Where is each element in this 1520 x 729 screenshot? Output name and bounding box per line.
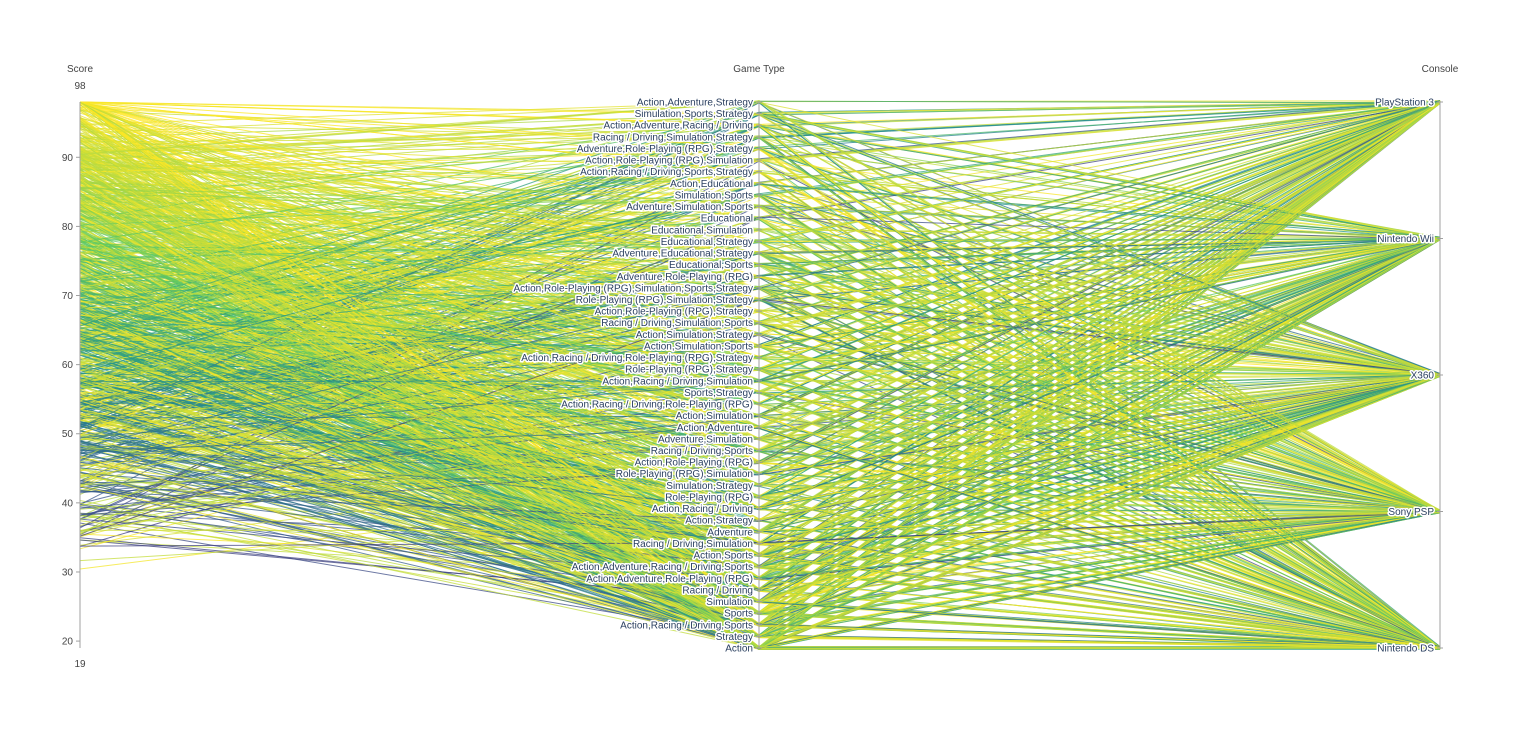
type-category-label: Racing / Driving,Simulation,Sports <box>601 318 753 329</box>
type-category-label: Strategy <box>716 632 753 643</box>
type-category-label: Adventure,Educational,Strategy <box>612 249 753 260</box>
type-category-label: Action,Adventure,Role-Playing (RPG) <box>586 574 753 585</box>
type-category-label: Action,Educational <box>670 179 753 190</box>
type-category-label: Action,Adventure,Racing / Driving,Sports <box>572 562 753 573</box>
type-category-label: Simulation,Sports,Strategy <box>635 109 753 120</box>
type-category-label: Action,Racing / Driving,Simulation <box>602 376 753 387</box>
type-category-label: Adventure,Simulation,Sports <box>626 202 753 213</box>
type-category-label: Action,Racing / Driving,Sports <box>620 620 753 631</box>
axis-title-2[interactable]: Console <box>1422 64 1459 75</box>
type-category-label: Action,Simulation,Strategy <box>636 330 753 341</box>
type-category-label: Sports <box>724 609 753 620</box>
type-category-label: Simulation,Sports <box>675 190 753 201</box>
type-category-label: Role-Playing (RPG) <box>665 492 753 503</box>
type-category-label: Action,Role-Playing (RPG) <box>635 458 753 469</box>
axis-title-1[interactable]: Game Type <box>733 64 785 75</box>
type-category-label: Adventure,Role-Playing (RPG),Strategy <box>577 144 753 155</box>
type-category-label: Educational,Simulation <box>651 225 753 236</box>
console-category-label: Sony PSP <box>1388 507 1434 518</box>
axis-title-0[interactable]: Score <box>67 64 94 75</box>
type-category-label: Role-Playing (RPG),Simulation <box>616 469 753 480</box>
type-category-label: Educational,Strategy <box>661 237 753 248</box>
console-category-label: Nintendo DS <box>1377 644 1434 655</box>
type-category-label: Simulation,Strategy <box>666 481 753 492</box>
score-tick-label: 70 <box>62 291 74 302</box>
type-category-label: Racing / Driving,Sports <box>651 446 753 457</box>
polyline <box>79 100 1441 512</box>
type-category-label: Adventure,Simulation <box>658 434 753 445</box>
score-tick-label: 40 <box>62 498 74 509</box>
score-tick-label: 20 <box>62 637 74 648</box>
type-category-label: Action,Adventure,Racing / Driving <box>603 121 753 132</box>
console-category-label: X360 <box>1411 371 1435 382</box>
type-category-label: Action,Racing / Driving <box>652 504 753 515</box>
type-category-label: Action,Simulation,Sports <box>644 341 753 352</box>
type-category-label: Racing / Driving,Simulation,Strategy <box>593 132 753 143</box>
console-category-label: Nintendo Wii <box>1377 234 1434 245</box>
type-category-label: Role-Playing (RPG),Strategy <box>625 365 753 376</box>
axes-layer: Score Game Type Console 20 30 40 50 60 70 80 90 98 1… <box>62 64 1459 670</box>
score-tick-label: 50 <box>62 429 74 440</box>
type-category-label: Sports,Strategy <box>684 388 753 399</box>
score-tick-label: 30 <box>62 567 74 578</box>
type-category-label: Action <box>725 644 753 655</box>
polylines-layer <box>79 100 1441 651</box>
score-tick-label: 80 <box>62 222 74 233</box>
type-category-label: Action,Sports <box>694 551 753 562</box>
score-range-min-label: 19 <box>74 659 86 670</box>
type-category-label: Action,Adventure <box>677 423 754 434</box>
type-category-label: Racing / Driving <box>682 585 753 596</box>
type-category-label: Action,Racing / Driving,Role-Playing (RP… <box>561 400 753 411</box>
type-category-label: Action,Role-Playing (RPG),Simulation,Spo… <box>513 283 753 294</box>
type-category-label: Action,Role-Playing (RPG),Strategy <box>595 307 753 318</box>
score-tick-label: 60 <box>62 360 74 371</box>
type-category-label: Educational,Sports <box>669 260 753 271</box>
type-category-label: Racing / Driving,Simulation <box>633 539 753 550</box>
type-category-label: Educational <box>701 214 753 225</box>
type-category-label: Action,Adventure,Strategy <box>637 98 753 109</box>
type-category-label: Action,Racing / Driving,Sports,Strategy <box>580 167 753 178</box>
type-category-label: Action,Role-Playing (RPG),Simulation <box>585 156 753 167</box>
type-category-label: Action,Simulation <box>676 411 753 422</box>
console-category-label: PlayStation 3 <box>1375 98 1434 109</box>
score-tick-label: 90 <box>62 153 74 164</box>
type-category-label: Action,Racing / Driving,Role-Playing (RP… <box>521 353 753 364</box>
type-category-label: Action,Strategy <box>685 516 753 527</box>
type-category-label: Role-Playing (RPG),Simulation,Strategy <box>576 295 753 306</box>
type-category-label: Adventure,Role-Playing (RPG) <box>617 272 753 283</box>
type-category-label: Simulation <box>706 597 753 608</box>
type-category-label: Adventure <box>707 527 753 538</box>
score-range-max-label: 98 <box>74 81 86 92</box>
